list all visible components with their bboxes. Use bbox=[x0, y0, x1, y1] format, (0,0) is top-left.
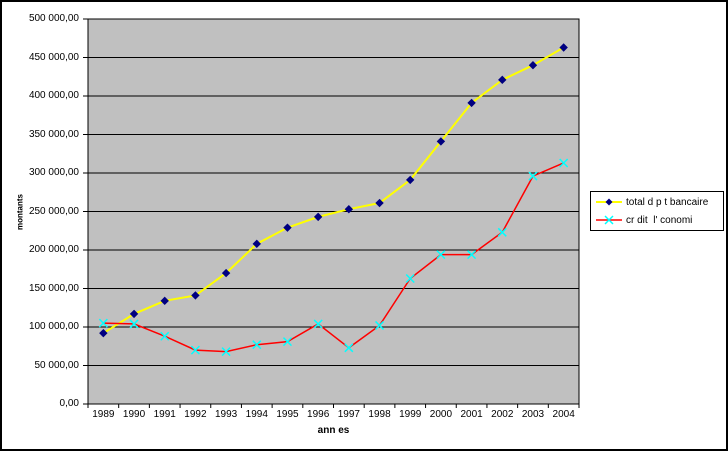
x-tick-label: 1990 bbox=[122, 409, 146, 420]
y-tick-label: 0,00 bbox=[59, 398, 79, 409]
x-tick-label: 2004 bbox=[552, 409, 575, 420]
y-tick-label: 400 000,00 bbox=[28, 90, 79, 101]
x-tick-label: 1994 bbox=[245, 409, 268, 420]
legend-label-credit: cr dit l' conomi bbox=[626, 214, 693, 226]
series-x bbox=[98, 158, 569, 357]
x-tick-label: 1991 bbox=[153, 409, 176, 420]
y-tick-label: 250 000,00 bbox=[28, 205, 79, 217]
legend-item-deposits: total d p t bancaire bbox=[591, 193, 723, 211]
y-tick-label: 100 000,00 bbox=[28, 321, 79, 332]
y-tick-label: 450 000,00 bbox=[28, 51, 79, 63]
legend-swatch-credit bbox=[596, 215, 622, 225]
y-tick-label: 500 000,00 bbox=[28, 13, 79, 24]
y-tick-label: 350 000,00 bbox=[28, 128, 79, 140]
x-tick-label: 1993 bbox=[214, 409, 238, 420]
y-tick-label: 200 000,00 bbox=[28, 244, 79, 255]
x-tick-label: 1989 bbox=[92, 409, 115, 420]
x-tick-label: 2003 bbox=[521, 409, 545, 420]
x-axis-title: ann es bbox=[317, 425, 350, 436]
x-tick-label: 1995 bbox=[276, 409, 299, 420]
legend-box: total d p t bancaire cr dit l' conomi bbox=[590, 191, 724, 231]
x-tick-label: 1996 bbox=[307, 409, 330, 420]
y-tick-label: 150 000,00 bbox=[28, 282, 79, 294]
y-axis-title: montants bbox=[15, 194, 25, 230]
legend-item-credit: cr dit l' conomi bbox=[591, 211, 723, 229]
y-axis-tick-labels: 0,00 50 000,00 100 000,00 150 000,00 200 000… bbox=[2, 2, 80, 449]
y-tick-label: 300 000,00 bbox=[28, 167, 79, 178]
x-tick-label: 1992 bbox=[184, 409, 207, 420]
legend-swatch-deposits bbox=[596, 198, 622, 206]
x-tick-label: 1998 bbox=[368, 409, 391, 420]
y-tick-label: 50 000,00 bbox=[34, 359, 80, 371]
series-diamond bbox=[99, 43, 568, 338]
x-tick-label: 2001 bbox=[460, 409, 483, 420]
x-tick-label: 1997 bbox=[337, 409, 360, 420]
x-tick-label: 1999 bbox=[399, 409, 422, 420]
legend-label-deposits: total d p t bancaire bbox=[626, 196, 709, 208]
x-tick-label: 2002 bbox=[491, 409, 514, 420]
x-tick-label: 2000 bbox=[429, 409, 453, 420]
